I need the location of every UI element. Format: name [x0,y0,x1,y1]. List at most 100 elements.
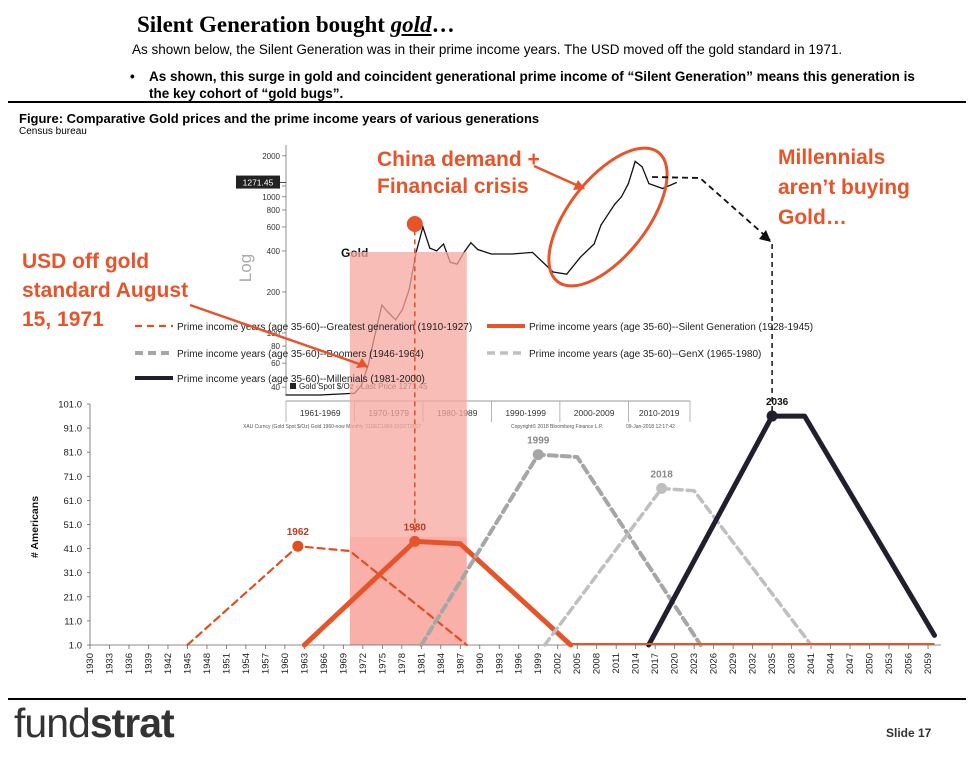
x-tick-label: 2017 [650,653,661,674]
gold-peak-marker [406,216,423,232]
x-tick-label: 2008 [592,653,603,674]
figure-title: Figure: Comparative Gold prices and the … [19,111,540,126]
y-tick-label: 11.0 [64,616,82,627]
annotations: USD off gold standard August 15, 1971 China… [22,146,910,369]
annotation-china-circle [547,146,669,288]
x-tick-label: 1933 [104,653,115,674]
x-tick-label: 2014 [631,653,642,674]
x-tick-label: 1999 [533,653,544,674]
gold-y-tick-label: 400 [267,247,281,256]
gold-price-point [662,187,664,190]
annotation-usd-off-gold: standard August [22,279,188,302]
gold-price-point [285,394,287,396]
peak-label: 1962 [287,527,310,538]
x-tick-label: 2056 [904,653,915,674]
x-tick-label: 1951 [221,653,232,674]
x-tick-label: 2038 [787,653,798,674]
bullet-marker: • [130,69,135,84]
gold-y-tick-label: 200 [267,288,281,297]
gold-price-point [634,160,636,162]
x-tick-label: 2002 [553,653,564,674]
y-axis-label: # Americans [29,496,41,558]
x-tick-label: 1978 [397,653,408,674]
x-tick-label: 2023 [689,653,700,674]
x-tick-label: 1945 [182,653,193,674]
title-emphasis: gold [390,12,432,37]
x-tick-label: 1996 [514,653,525,674]
x-tick-label: 1993 [494,653,505,674]
x-tick-label: 1960 [280,653,291,674]
annotation-china-demand: China demand + [377,148,540,171]
greatest-generation-line [186,545,468,647]
y-tick-label: 71.0 [64,472,83,483]
annotation-millennials: Millennials [778,146,885,169]
x-tick-label: 2035 [767,653,778,674]
peak-label: 2018 [651,469,674,480]
annotation-usd-arrowhead [356,358,368,368]
x-tick-label: 1939 [143,653,154,674]
y-tick-label: 21.0 [64,592,83,603]
x-tick-label: 1936 [124,653,135,674]
x-tick-label: 2041 [806,653,817,674]
gold-y-tick-label: 80 [271,342,280,351]
gold-x-tick-label: 2010-2019 [639,408,680,418]
gold-price-point [675,182,677,184]
legend-label: Prime income years (age 35-60)--Millenia… [177,374,425,385]
gold-price-point [614,203,616,205]
legend-label: Prime income years (age 35-60)--GenX (19… [529,349,761,360]
peak-marker [532,449,544,461]
logo-light: fund [14,700,91,746]
gold-price-point [641,166,643,168]
gold-y-tick-label: 40 [271,383,280,392]
x-tick-label: 1930 [85,653,96,674]
legend-label: Prime income years (age 35-60)--Silent G… [529,322,813,333]
genx-line [542,486,813,647]
gold-y-tick-label: 60 [271,359,280,368]
y-tick-label: 91.0 [64,424,83,435]
x-tick-label: 2053 [884,653,895,674]
y-tick-label: 51.0 [64,520,83,531]
gold-price-point [648,182,650,185]
x-tick-label: 1942 [163,653,174,674]
title-prefix: Silent Generation bought [137,12,391,37]
annotation-usd-arrow [189,303,369,369]
gold-price-point [531,251,534,254]
slide-number: Slide 17 [886,726,932,740]
annotation-millennials: Gold… [778,206,847,229]
silent-generation-line [301,538,574,648]
fundstrat-logo: fundstrat [14,700,175,747]
slide-subtitle: As shown below, the Silent Generation wa… [132,42,843,57]
peak-marker [766,410,778,422]
gold-y-axis-label: Log [236,254,255,282]
x-tick-label: 2050 [865,653,876,674]
x-tick-label: 1963 [299,653,310,674]
gold-price-point [429,247,431,249]
y-tick-label: 1.0 [69,641,82,652]
bottom-divider [8,698,966,700]
generations-chart: 1.0 11.0 21.0 31.0 41.0 51.0 61.0 71.0 81.0 91.0 1… [29,216,941,674]
gold-price-point [319,394,321,396]
gold-price-point [436,250,438,252]
peak-label: 1999 [527,436,550,447]
figure-source: Census bureau [19,126,87,137]
gold-last-price-tag [236,175,280,189]
boomers-line [419,452,703,647]
x-tick-label: 1981 [416,653,427,674]
title-suffix: … [431,12,455,37]
x-tick-label: 2047 [845,653,856,674]
gold-price-point [566,273,568,275]
gold-price-point [593,243,595,245]
annotation-china-demand: Financial crisis [377,175,529,198]
slide-title: Silent Generation bought gold… [137,12,455,38]
highlight-silent-span [349,536,467,645]
x-tick-label: 1948 [202,653,213,674]
gold-last-price-label: 1271.45 [243,178,274,188]
x-tick-label: 1966 [319,653,330,674]
x-tick-label: 2026 [709,653,720,674]
gold-footer-left: XAU Curncy (Gold Spot $/Oz) Gold 1960-no… [243,424,421,430]
x-tick-label: 2029 [728,653,739,674]
x-tick-label: 2044 [826,653,837,674]
legend-label: Prime income years (age 35-60)--Boomers … [177,349,424,360]
gold-price-point [490,253,493,255]
